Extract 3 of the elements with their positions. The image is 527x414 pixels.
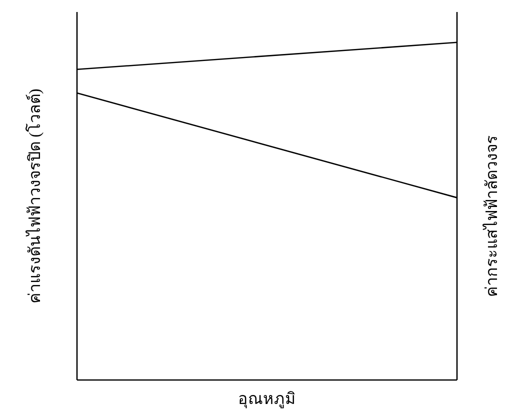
y2-axis-title: ค่ากระแสไฟฟ้าลัดวงจร [482,135,501,297]
x-axis-title: อุณหภูมิ [238,391,296,409]
y-axis-title: ค่าแรงดันไฟฟ้าวงจรปิด (โวลต์) [25,88,44,304]
